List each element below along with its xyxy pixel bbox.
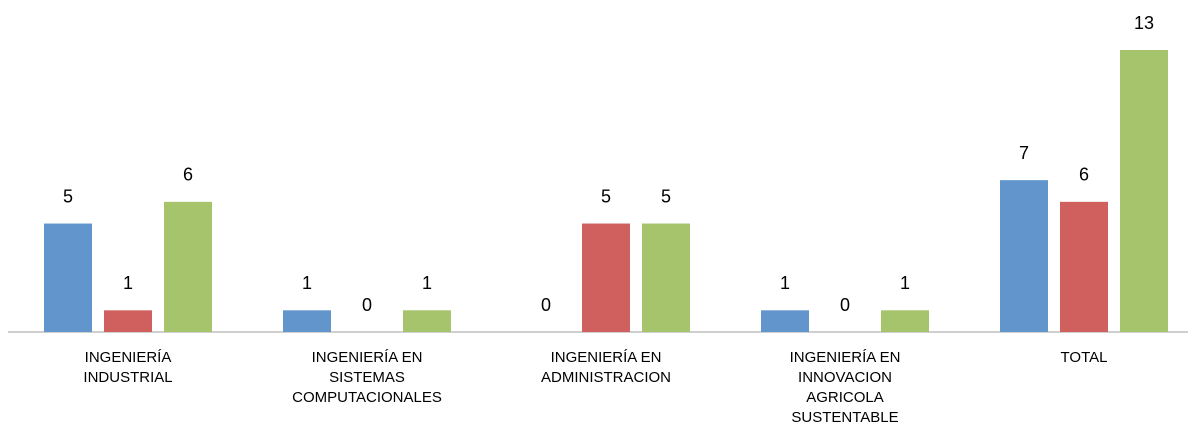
x-tick-label: INDUSTRIAL	[83, 369, 172, 386]
x-tick-label: ADMINISTRACION	[541, 369, 671, 386]
data-label: 1	[302, 273, 312, 293]
data-label: 5	[661, 186, 671, 206]
data-label: 1	[123, 273, 133, 293]
bar	[761, 310, 809, 332]
x-tick-label: SUSTENTABLE	[791, 409, 898, 426]
data-label: 6	[1079, 165, 1089, 185]
data-label: 6	[183, 165, 193, 185]
data-label: 13	[1134, 13, 1154, 33]
bar	[403, 310, 451, 332]
bar	[164, 201, 212, 332]
x-tick-label: INGENIERÍA EN	[312, 349, 423, 366]
data-label: 1	[780, 273, 790, 293]
bar	[582, 223, 630, 332]
x-tick-label: INGENIERÍA	[85, 349, 172, 366]
bar	[1060, 201, 1108, 332]
bar	[283, 310, 331, 332]
data-label: 7	[1019, 143, 1029, 163]
x-tick-label: INGENIERÍA EN	[790, 349, 901, 366]
bar	[642, 223, 690, 332]
bar	[881, 310, 929, 332]
data-label: 0	[541, 295, 551, 315]
bar	[1000, 180, 1048, 332]
x-tick-label: SISTEMAS	[329, 369, 405, 386]
bar	[44, 223, 92, 332]
x-tick-label: INGENIERÍA EN	[551, 349, 662, 366]
data-label: 5	[63, 186, 73, 206]
bar	[104, 310, 152, 332]
bar	[1120, 50, 1168, 332]
data-label: 5	[601, 186, 611, 206]
data-label: 1	[900, 273, 910, 293]
x-tick-label: COMPUTACIONALES	[292, 389, 442, 406]
data-label: 0	[362, 295, 372, 315]
data-label: 0	[840, 295, 850, 315]
x-tick-label: AGRICOLA	[806, 389, 884, 406]
x-tick-label: INNOVACION	[798, 369, 892, 386]
data-label: 1	[422, 273, 432, 293]
x-tick-label: TOTAL	[1061, 349, 1108, 366]
